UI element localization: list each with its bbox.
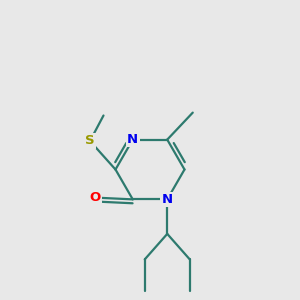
Text: S: S	[85, 134, 95, 148]
Text: N: N	[162, 193, 173, 206]
Text: O: O	[89, 191, 100, 204]
Text: N: N	[127, 133, 138, 146]
